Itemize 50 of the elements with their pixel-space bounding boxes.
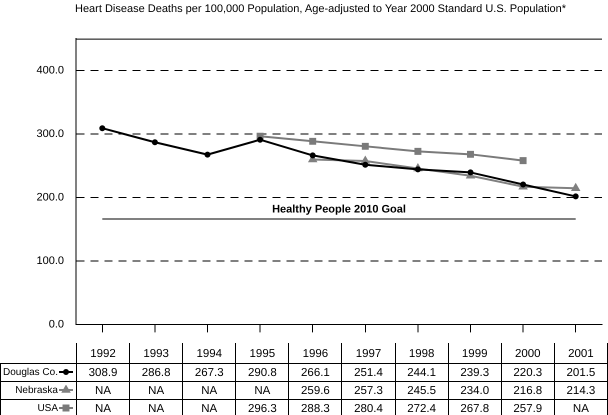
y-tick-label: 300.0	[36, 128, 64, 140]
data-label: 201.5	[554, 364, 608, 382]
x-tick-label: 2001	[554, 343, 608, 364]
legend-label: Douglas Co.	[0, 364, 76, 382]
data-label: 266.1	[288, 364, 342, 382]
data-label: 288.3	[288, 400, 342, 415]
x-tick-label: 1994	[182, 343, 236, 364]
ref-line-label: Healthy People 2010 Goal	[272, 204, 406, 216]
data-label: 214.3	[554, 382, 608, 400]
x-tick-label: 1995	[236, 343, 289, 364]
data-label: 296.3	[236, 400, 289, 415]
data-label: 286.8	[130, 364, 183, 382]
data-label: 280.4	[342, 400, 396, 415]
text: NA	[254, 384, 270, 396]
data-label: 239.3	[448, 364, 502, 382]
data-label: 272.4	[395, 400, 448, 415]
data-label: 290.8	[236, 364, 289, 382]
text: NA	[148, 384, 164, 396]
x-tick-label: 2000	[501, 343, 554, 364]
x-tick-label: 1996	[288, 343, 342, 364]
data-label: 267.3	[182, 364, 236, 382]
data-label: 234.0	[448, 382, 502, 400]
x-tick-label: 1999	[448, 343, 502, 364]
data-label: 245.5	[395, 382, 448, 400]
text: NA	[148, 402, 164, 414]
chart-title: Heart Disease Deaths per 100,000 Population, Age-adjusted to Year 2000 Standard U.S. Population*	[75, 3, 566, 15]
data-label: 251.4	[342, 364, 396, 382]
data-label: 257.9	[501, 400, 554, 415]
data-label: 308.9	[76, 364, 130, 382]
text: NA	[95, 402, 112, 414]
data-label: 257.3	[342, 382, 396, 400]
x-tick-label: 1997	[342, 343, 396, 364]
data-label: 216.8	[501, 382, 554, 400]
y-tick-label: 100.0	[36, 254, 64, 267]
data-label: 259.6	[288, 382, 342, 400]
y-tick-label: 400.0	[36, 64, 64, 76]
x-tick-label: 1992	[76, 343, 130, 364]
text: NA	[201, 402, 218, 414]
text: NA	[572, 402, 589, 414]
legend-label: USA	[0, 400, 76, 415]
x-tick-label: 1993	[130, 343, 183, 364]
y-tick-label: 200.0	[36, 191, 64, 204]
text: NA	[201, 384, 218, 396]
legend-label: Nebraska	[0, 382, 76, 400]
data-label: 267.8	[448, 400, 502, 415]
data-label: 244.1	[395, 364, 448, 382]
x-tick-label: 1998	[395, 343, 448, 364]
data-label: 220.3	[501, 364, 554, 382]
text: NA	[95, 384, 112, 396]
y-tick-label: 0.0	[48, 318, 64, 330]
